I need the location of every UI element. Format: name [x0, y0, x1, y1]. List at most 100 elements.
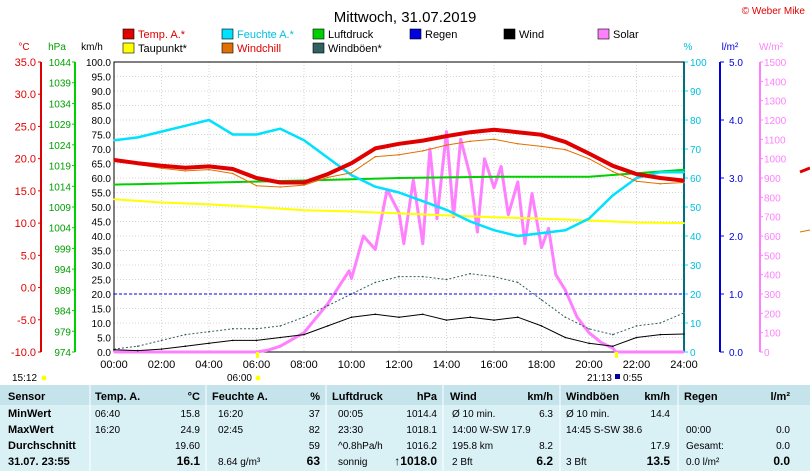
chart-title: Mittwoch, 31.07.2019	[334, 9, 477, 26]
pressure-tick-label: 1024	[49, 141, 72, 152]
solar-tick-label: 1100	[764, 135, 786, 146]
point-luftdruck	[683, 168, 685, 171]
sunrise-icon	[255, 375, 261, 381]
point-windchill	[445, 144, 448, 146]
point-taupunkt	[303, 209, 305, 211]
point-solar	[137, 351, 139, 353]
stats-row-label: MinWert	[8, 408, 52, 420]
solar-tick-label: 1200	[764, 116, 787, 127]
point-temp-a	[659, 177, 662, 179]
point-windb-en	[137, 345, 139, 348]
temp-tick-label: 5.0	[21, 250, 36, 262]
temp-tick-label: -10.0	[11, 347, 36, 359]
point-wind	[137, 349, 139, 352]
point-windchill	[493, 138, 495, 141]
legend-label-temp: Temp. A.*	[138, 29, 186, 41]
humidity-tick-label: 70	[690, 145, 702, 156]
stats-cell: 8.64 g/m³	[218, 457, 261, 468]
point-solar	[279, 345, 282, 348]
solar-tick-label: 200	[764, 309, 781, 320]
stats-cell: 06:40	[95, 409, 120, 420]
stats-cell: 8.2	[539, 441, 553, 452]
point-windb-en	[327, 304, 329, 307]
temp-tick-label: 30.0	[15, 89, 36, 101]
wind-tick-label: 90.0	[92, 87, 112, 98]
point-windb-en	[160, 339, 163, 342]
moonset-label: 15:12	[12, 373, 37, 384]
point-taupunkt	[445, 214, 448, 217]
point-windchill	[635, 180, 638, 182]
stats-row-label: 31.07. 23:55	[8, 456, 70, 468]
temp-tick-label: 35.0	[15, 57, 36, 69]
point-windchill	[422, 150, 424, 152]
pressure-tick-label: 1034	[49, 99, 72, 110]
stats-header: %	[310, 391, 320, 403]
point-taupunkt	[160, 201, 163, 204]
point-temp-a	[350, 162, 353, 164]
pressure-tick-label: 1009	[49, 203, 72, 214]
point-temp-a	[612, 165, 614, 167]
point-feuchte-a	[612, 194, 614, 197]
pressure-tick-label: 1039	[49, 79, 72, 90]
point-temp-a	[184, 166, 187, 169]
stats-header: Regen	[684, 391, 718, 403]
point-taupunkt	[493, 216, 495, 219]
point-wind	[612, 345, 614, 348]
point-wind	[113, 348, 115, 351]
legend-swatch-pressure	[312, 28, 325, 40]
point-feuchte-a	[327, 156, 329, 159]
point-feuchte-a	[517, 235, 519, 237]
wind-tick-label: 20.0	[92, 290, 112, 301]
solar-tick-label: 400	[764, 271, 781, 282]
stats-header: Luftdruck	[332, 391, 384, 403]
point-wind	[184, 345, 187, 348]
point-solar	[524, 242, 526, 245]
legend-label-gust: Windböen*	[328, 43, 383, 55]
point-wind	[493, 319, 495, 321]
humidity-tick-label: 40	[690, 232, 702, 243]
wind-tick-label: 60.0	[92, 174, 112, 185]
stats-cell: 16.1	[177, 454, 201, 468]
point-taupunkt	[208, 203, 210, 206]
point-windchill	[208, 168, 210, 171]
legend-swatch-rain	[409, 28, 422, 40]
point-temp-a	[160, 165, 163, 167]
solar-tick-label: 0	[764, 348, 770, 359]
point-solar	[612, 347, 614, 349]
pressure-tick-label: 1029	[49, 120, 72, 131]
stats-cell: 16:20	[218, 409, 243, 420]
stats-cell: 17.9	[651, 441, 671, 452]
wind-tick-label: 70.0	[92, 145, 112, 156]
point-luftdruck	[113, 183, 115, 186]
point-feuchte-a	[160, 130, 163, 133]
point-windb-en	[469, 272, 472, 275]
legend-label-windchill: Windchill	[237, 43, 281, 55]
x-tick-label: 04:00	[195, 359, 223, 371]
wind-tick-label: 65.0	[92, 160, 112, 171]
point-windchill	[540, 145, 543, 148]
point-windchill	[232, 172, 234, 175]
x-tick-label: 14:00	[433, 359, 461, 371]
x-tick-label: 18:00	[528, 359, 556, 371]
legend-swatch-wind	[503, 28, 516, 40]
stats-cell: 14:00 W-SW 17.9	[452, 425, 531, 436]
humidity-tick-label: 90	[690, 87, 702, 98]
right-edge-line	[799, 229, 810, 233]
stats-cell: 16:20	[95, 425, 120, 436]
rain-tick-label: 3.0	[729, 174, 743, 185]
point-feuchte-a	[588, 217, 590, 220]
point-windb-en	[232, 328, 234, 330]
point-solar	[362, 235, 365, 237]
point-feuchte-a	[113, 139, 115, 142]
wind-tick-label: 30.0	[92, 261, 112, 272]
point-wind	[398, 316, 400, 319]
point-feuchte-a	[422, 200, 424, 202]
stats-cell: 6.2	[536, 454, 553, 468]
sunrise-marker	[256, 352, 259, 358]
point-feuchte-a	[184, 125, 187, 127]
stats-cell: 19.60	[175, 441, 200, 452]
point-wind	[540, 325, 543, 327]
point-taupunkt	[350, 210, 353, 213]
wind-tick-label: 0.0	[97, 348, 111, 359]
point-solar	[531, 192, 533, 195]
